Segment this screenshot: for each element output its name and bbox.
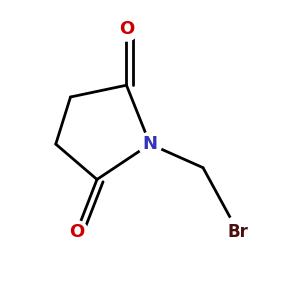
Circle shape	[138, 132, 162, 156]
Circle shape	[222, 216, 254, 249]
Text: Br: Br	[228, 224, 249, 242]
Circle shape	[115, 17, 138, 41]
Text: O: O	[119, 20, 134, 38]
Text: N: N	[142, 135, 158, 153]
Text: O: O	[69, 224, 84, 242]
Circle shape	[64, 221, 88, 244]
